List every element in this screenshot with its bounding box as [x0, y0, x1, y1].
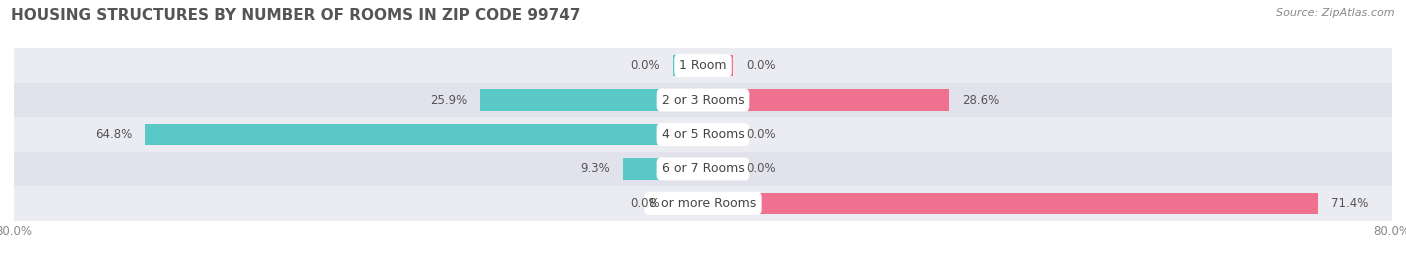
- Text: 71.4%: 71.4%: [1331, 197, 1368, 210]
- Text: 2 or 3 Rooms: 2 or 3 Rooms: [662, 94, 744, 107]
- Bar: [14, 48, 1392, 83]
- Bar: [14, 117, 1392, 152]
- Text: 0.0%: 0.0%: [747, 162, 776, 175]
- Text: 0.0%: 0.0%: [747, 59, 776, 72]
- Text: 0.0%: 0.0%: [630, 59, 659, 72]
- Bar: [703, 193, 1317, 214]
- Bar: [479, 89, 703, 111]
- Text: 8 or more Rooms: 8 or more Rooms: [650, 197, 756, 210]
- Text: HOUSING STRUCTURES BY NUMBER OF ROOMS IN ZIP CODE 99747: HOUSING STRUCTURES BY NUMBER OF ROOMS IN…: [11, 8, 581, 23]
- Bar: [673, 55, 703, 76]
- Text: 1 Room: 1 Room: [679, 59, 727, 72]
- Text: Source: ZipAtlas.com: Source: ZipAtlas.com: [1277, 8, 1395, 18]
- Text: 0.0%: 0.0%: [747, 128, 776, 141]
- Bar: [145, 124, 703, 145]
- Text: 6 or 7 Rooms: 6 or 7 Rooms: [662, 162, 744, 175]
- Text: 0.0%: 0.0%: [630, 197, 659, 210]
- Text: 4 or 5 Rooms: 4 or 5 Rooms: [662, 128, 744, 141]
- Bar: [623, 158, 703, 180]
- Bar: [703, 158, 733, 180]
- Bar: [673, 193, 703, 214]
- Text: 28.6%: 28.6%: [962, 94, 1000, 107]
- Text: 25.9%: 25.9%: [430, 94, 467, 107]
- Text: 64.8%: 64.8%: [94, 128, 132, 141]
- Text: 9.3%: 9.3%: [581, 162, 610, 175]
- Bar: [703, 124, 733, 145]
- Bar: [14, 152, 1392, 186]
- Bar: [703, 89, 949, 111]
- Bar: [14, 186, 1392, 221]
- Bar: [703, 55, 733, 76]
- Bar: [14, 83, 1392, 117]
